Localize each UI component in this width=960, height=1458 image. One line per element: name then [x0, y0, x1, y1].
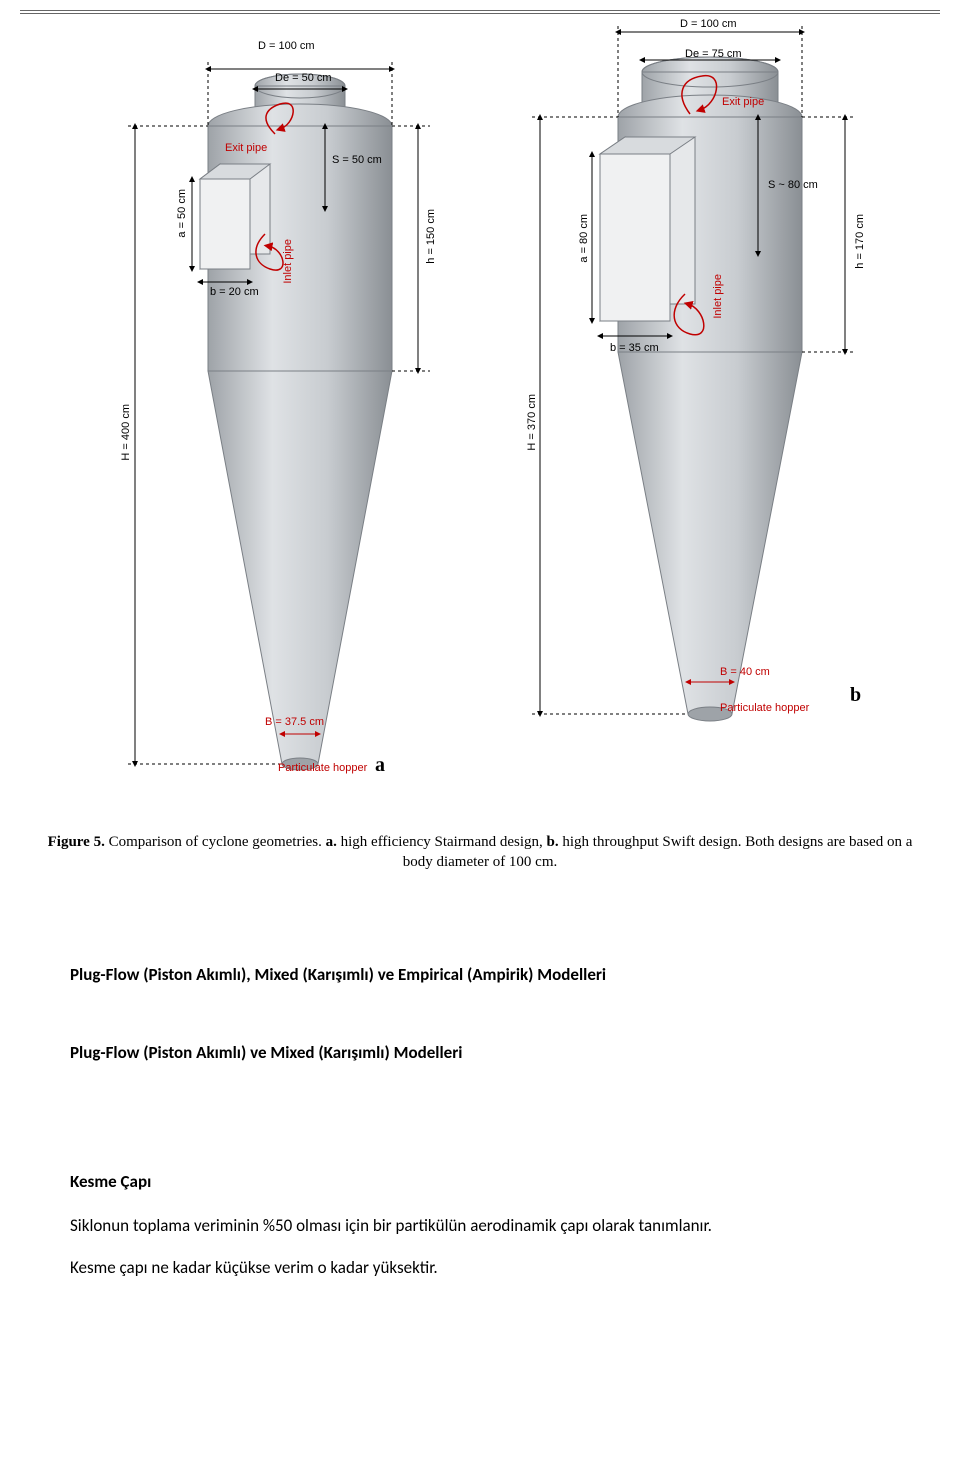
b-De-label: De = 75 cm [685, 48, 742, 60]
a-h-label: h = 150 cm [425, 209, 437, 264]
caption-seg-b: a. [326, 834, 337, 850]
b-S-label: S ~ 80 cm [768, 179, 818, 191]
b-inlet-label: Inlet pipe [712, 274, 724, 319]
heading-1: Plug-Flow (Piston Akımlı), Mixed (Karışı… [70, 963, 890, 987]
caption-seg-c: high efficiency Stairmand design, [337, 834, 547, 850]
a-a-label: a = 50 cm [176, 189, 188, 238]
a-D-label: D = 100 cm [258, 40, 315, 52]
b-B-label: B = 40 cm [720, 666, 770, 678]
a-hopper-label: Particulate hopper [278, 762, 348, 774]
heading-3: Kesme Çapı [70, 1170, 890, 1194]
a-De-label: De = 50 cm [275, 72, 332, 84]
caption-seg-d: b. [547, 834, 559, 850]
a-H-label: H = 400 cm [120, 404, 132, 461]
figure-5: D = 100 cm De = 50 cm S = 50 cm b = 20 c… [20, 14, 940, 824]
caption-seg-a: Comparison of cyclone geometries. [105, 834, 326, 850]
b-hopper-label: Particulate hopper [720, 702, 790, 714]
cyclone-b-svg [500, 14, 920, 794]
b-a-label: a = 80 cm [578, 214, 590, 263]
b-D-label: D = 100 cm [680, 18, 737, 30]
b-b-label: b = 35 cm [610, 342, 659, 354]
paragraph-1: Siklonun toplama veriminin %50 olması iç… [70, 1214, 890, 1238]
b-exit-label: Exit pipe [722, 96, 764, 108]
panel-b-letter: b [850, 684, 861, 707]
caption-figlabel: Figure 5. [48, 834, 105, 850]
b-H-label: H = 370 cm [526, 394, 538, 451]
figure-caption: Figure 5. Comparison of cyclone geometri… [40, 832, 920, 873]
a-b-label: b = 20 cm [210, 286, 259, 298]
panel-a-letter: a [375, 754, 385, 777]
a-S-label: S = 50 cm [332, 154, 382, 166]
a-B-label: B = 37.5 cm [265, 716, 324, 728]
cyclone-a-svg [100, 34, 460, 814]
a-exit-label: Exit pipe [225, 142, 267, 154]
a-inlet-label: Inlet pipe [282, 239, 294, 284]
heading-2: Plug-Flow (Piston Akımlı) ve Mixed (Karı… [70, 1041, 890, 1065]
b-h-label: h = 170 cm [854, 214, 866, 269]
paragraph-2: Kesme çapı ne kadar küçükse verim o kada… [70, 1256, 890, 1280]
